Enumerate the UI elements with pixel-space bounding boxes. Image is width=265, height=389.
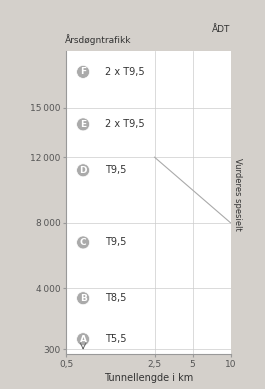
Text: T9,5: T9,5 [105,237,127,247]
Text: C: C [80,238,86,247]
X-axis label: Tunnellengde i km: Tunnellengde i km [104,373,193,383]
Text: ÅDT: ÅDT [212,25,231,34]
Text: F: F [80,67,86,76]
Text: T5,5: T5,5 [105,334,127,344]
Text: Vurderes spesielt: Vurderes spesielt [233,158,242,231]
Text: T9,5: T9,5 [105,165,127,175]
Text: 2 x T9,5: 2 x T9,5 [105,119,145,130]
Text: T8,5: T8,5 [105,293,127,303]
Text: D: D [79,166,87,175]
Text: A: A [80,335,87,344]
Text: Årsdøgntrafikk: Årsdøgntrafikk [65,33,131,44]
Text: E: E [80,120,86,129]
Text: 2 x T9,5: 2 x T9,5 [105,67,145,77]
Text: B: B [80,294,87,303]
